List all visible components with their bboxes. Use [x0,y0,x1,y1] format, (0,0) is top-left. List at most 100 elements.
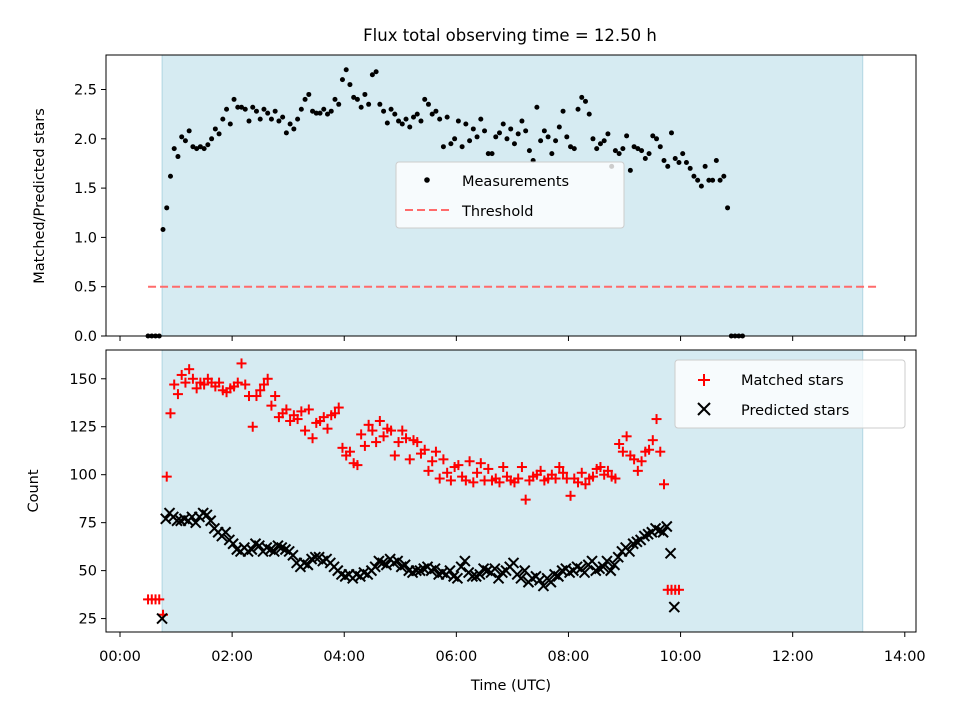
predicted-star-point [601,555,613,567]
matched-star-point [520,494,531,505]
matched-star-point [453,460,464,471]
matched-star-point [404,454,415,465]
measurement-point [448,141,454,147]
measurement-point [280,114,286,120]
y-tick-label: 2.0 [74,132,97,148]
x-tick-label: 06:00 [435,649,477,665]
measurement-point [268,116,274,122]
measurement-point [302,96,308,102]
ratio-x-ticks [119,336,906,341]
measurement-point [582,98,588,104]
predicted-star-point [578,566,591,579]
matched-star-point [617,446,628,457]
y-tick-label: 1.5 [74,181,97,197]
matched-star-point [300,425,311,436]
measurement-point [605,131,611,137]
measurement-point [590,136,596,142]
measurement-point [369,72,375,78]
measurement-point [650,133,656,139]
measurement-point [463,121,469,127]
predicted-star-point [515,572,527,584]
predicted-star-point [608,559,621,571]
matched-star-point [427,456,438,467]
measurement-point [474,134,480,140]
matched-star-point [442,467,453,478]
measurement-point [194,146,200,152]
measurement-point [209,136,215,142]
measurement-point [313,110,319,116]
matched-star-point [535,465,546,476]
matched-star-point [266,400,277,411]
measurement-point [545,134,551,140]
matched-star-point [673,584,684,595]
matched-star-point [333,402,344,413]
measurement-point [538,138,544,144]
measurement-point [586,111,592,117]
measurement-point [452,136,458,142]
predicted-star-point [369,561,381,573]
count-y-axis-label: Count [26,469,42,512]
measurement-point [657,144,663,150]
measurement-point [295,116,301,122]
matched-star-point [554,462,565,473]
matched-star-point [565,490,576,501]
matched-star-point [475,458,486,469]
x-tick-label: 10:00 [660,649,702,665]
predicted-star-point [623,545,636,558]
measurement-point [317,110,323,116]
measurement-point [351,94,357,100]
matched-star-point [513,473,524,484]
matched-star-point [472,467,483,478]
measurement-point [437,116,443,122]
measurement-point [489,151,495,157]
matched-star-point [154,594,165,605]
predicted-star-point [664,547,677,560]
measurement-point [332,96,338,102]
measurement-point [381,108,387,114]
measurement-point [167,173,173,179]
matched-star-point [344,446,355,457]
matched-star-point [307,433,318,444]
matched-star-point [251,391,262,402]
legend-measurements-marker [424,177,430,183]
measurement-point [575,106,581,112]
ratio-legend-box [395,161,625,229]
measurement-point [519,118,525,124]
measurement-point [276,118,282,124]
measurement-point [224,106,230,112]
measurement-point [485,151,491,157]
measurement-point [403,116,409,122]
measurement-point [257,116,263,122]
matched-star-point [359,440,370,451]
matched-star-point [176,369,187,380]
measurement-point [683,159,689,165]
measurement-point [680,151,686,157]
predicted-star-point [268,545,280,558]
y-tick-label: 1.0 [74,230,97,246]
matched-star-point [247,421,258,432]
measurement-point [515,131,521,137]
matched-star-point [580,479,591,490]
x-tick-label: 14:00 [884,649,926,665]
measurement-point [197,144,203,150]
measurement-point [160,227,166,233]
measurement-point [339,77,345,83]
ratio-y-axis-label: Matched/Predicted stars [32,108,48,284]
predicted-star-point [455,561,467,573]
measurement-point [549,151,555,157]
measurement-point [171,146,177,152]
measurement-point [459,144,465,150]
measurement-point [635,146,641,152]
matched-star-point [378,431,389,442]
measurement-point [399,121,405,127]
measurement-point [216,131,222,137]
measurement-point [377,101,383,107]
count-y-ticks: 25 50 75 100 125 150 [69,372,106,628]
measurement-point [321,106,327,112]
matched-star-point [602,465,613,476]
matched-star-point [199,379,210,390]
measurement-point [676,159,682,165]
legend-threshold-label: Threshold [461,204,533,220]
measurement-point [306,91,312,97]
measurement-point [164,205,170,211]
